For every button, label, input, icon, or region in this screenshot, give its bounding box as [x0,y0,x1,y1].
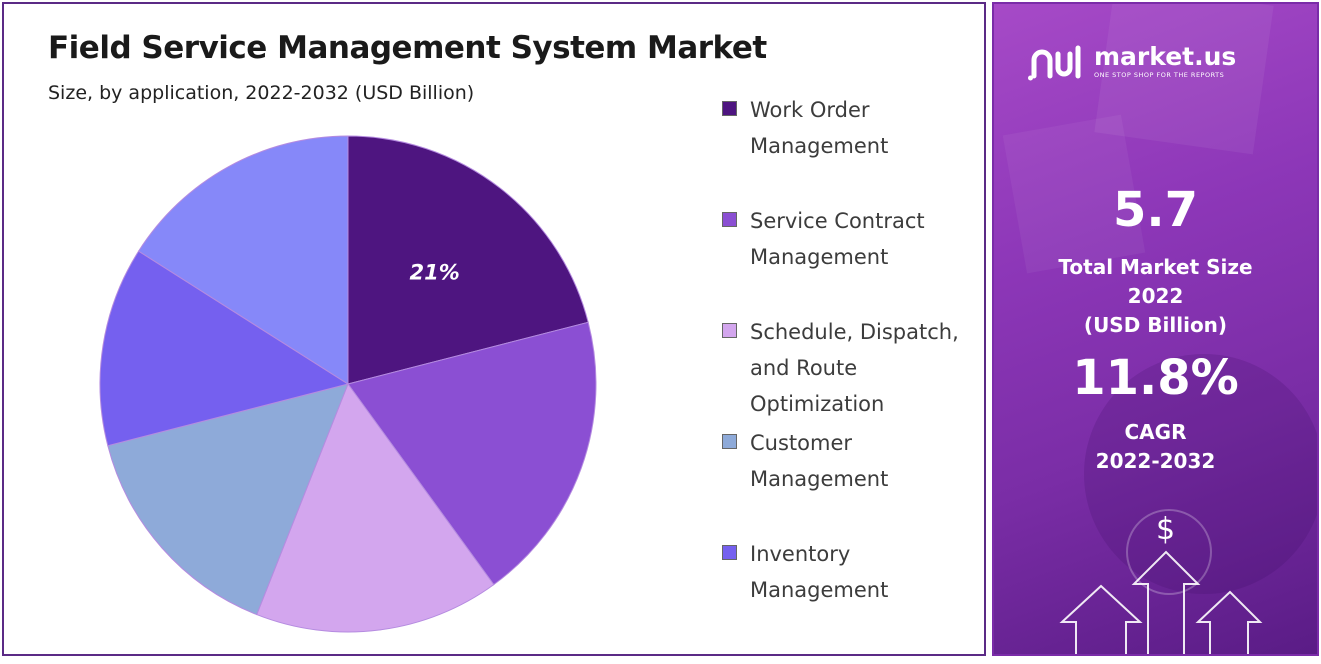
pie-slice-schedule-dispatch-and-route-optimization [256,382,495,633]
pie-chart: 21% [99,135,597,633]
legend-label-line: Service Contract [750,209,925,233]
dollar-icon: $ [1156,512,1176,547]
legend-label-line: Management [750,578,889,602]
legend-label: Service Contract Management [750,203,986,275]
up-arrow-icon [1059,550,1263,654]
legend-label: Work Order Management [750,92,986,164]
legend-label-line: Schedule, Dispatch, [750,320,959,344]
chart-subtitle: Size, by application, 2022-2032 (USD Bil… [48,82,475,104]
legend-label-line: Management [750,134,889,158]
pie-slice-inventory-management [99,250,350,447]
cagr-label-1: CAGR [1124,420,1187,444]
side-panel: market.us ONE STOP SHOP FOR THE REPORTS … [992,2,1319,656]
pie-slice-others [137,135,349,385]
brand-tagline: ONE STOP SHOP FOR THE REPORTS [1094,71,1225,79]
cagr-value: 11.8% [1072,350,1239,406]
market-size-label-2: 2022 [1127,284,1184,308]
market-size-value: 5.7 [1112,182,1199,238]
legend-swatch [722,101,737,116]
legend-swatch [722,434,737,449]
legend-label-line: Work Order [750,98,870,122]
brand-name: market.us [1094,42,1237,71]
legend-label: Customer Management [750,425,986,497]
pie-data-label: 21% [410,260,460,284]
legend-label-line: and Route [750,356,858,380]
market-us-logo [1028,45,1081,81]
pie-slice-work-order-management [347,135,589,385]
market-size-label-1: Total Market Size [1058,255,1253,279]
legend-label-line: Inventory [750,542,851,566]
legend-swatch [722,212,737,227]
market-size-label-3: (USD Billion) [1083,313,1228,337]
chart-title: Field Service Management System Market [48,30,767,66]
legend-label: Inventory Management [750,536,986,608]
cagr-label-2: 2022-2032 [1095,449,1216,473]
pie-slice-customer-management [107,383,349,616]
legend-label-line: Management [750,245,889,269]
chart-panel: Field Service Management System Market S… [2,2,986,656]
legend-label-line: Optimization [750,392,885,416]
legend-label-line: Customer [750,431,853,455]
legend-swatch [722,545,737,560]
legend-label-line: Management [750,467,889,491]
brand: market.us ONE STOP SHOP FOR THE REPORTS [1028,42,1236,82]
pie-slice-service-contract-management [347,321,597,586]
background-decoration [1002,4,1317,654]
legend-swatch [722,323,737,338]
legend-label: Schedule, Dispatch, and Route Optimization [750,314,986,422]
